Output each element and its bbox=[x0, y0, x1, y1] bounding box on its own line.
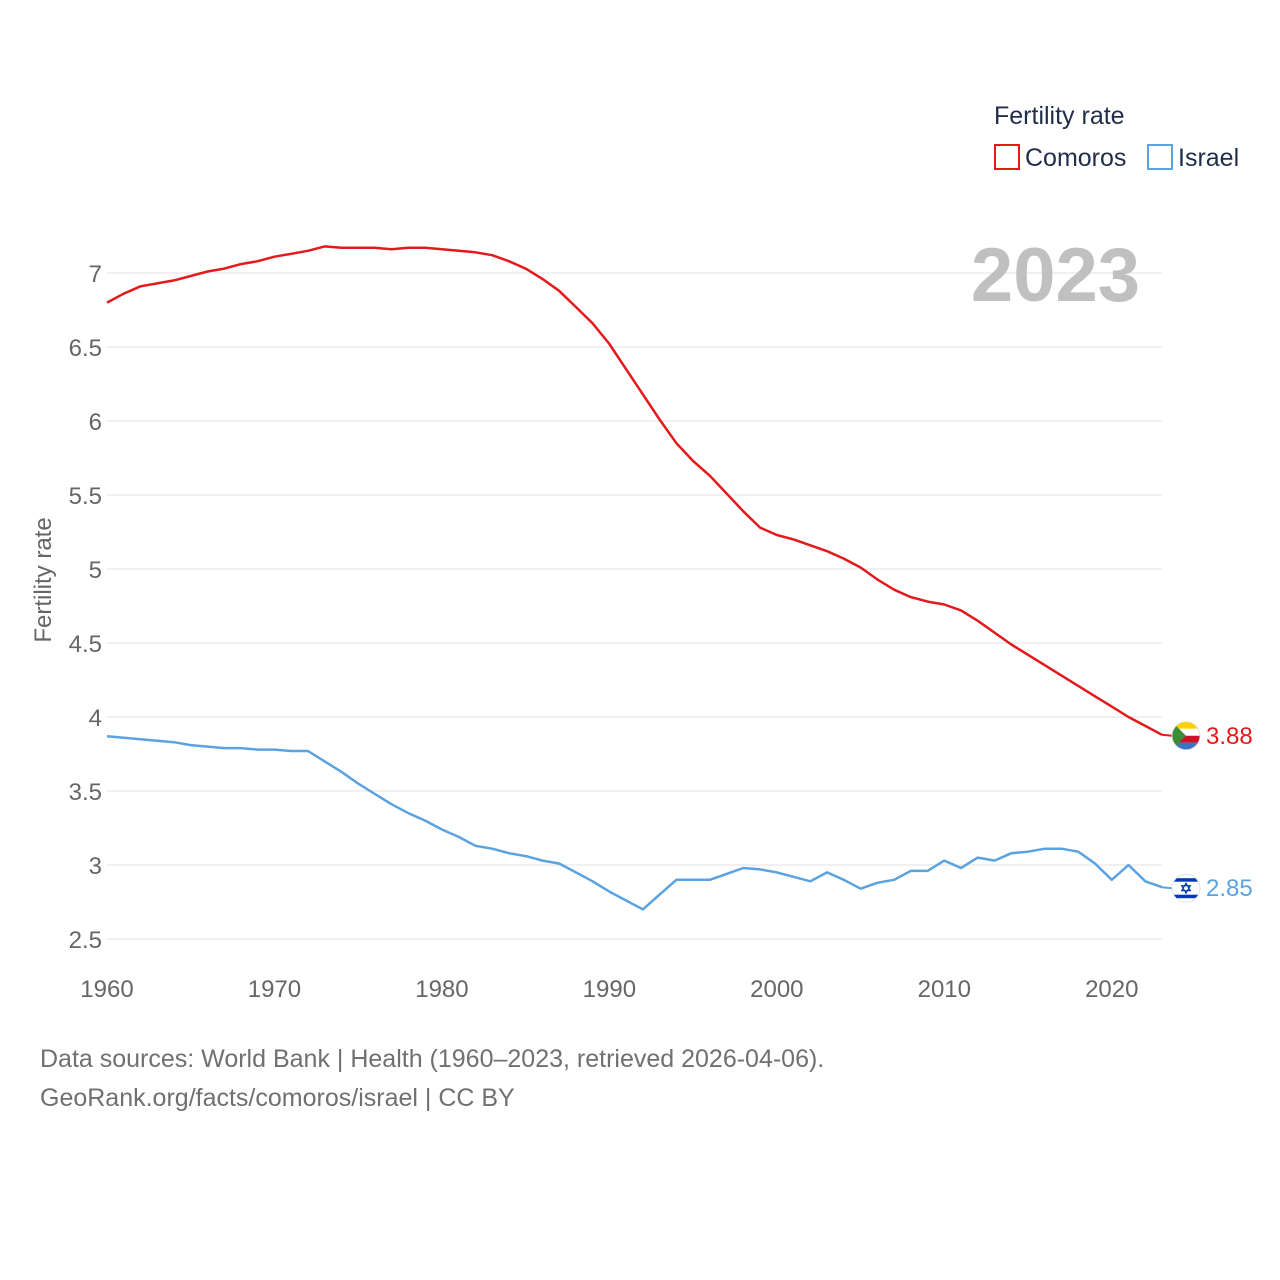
legend-swatch-israel bbox=[1147, 144, 1173, 170]
y-tick-label: 3 bbox=[89, 853, 102, 880]
y-tick-label: 7 bbox=[89, 261, 102, 288]
x-tick-label: 1960 bbox=[80, 976, 133, 1003]
israel-flag-icon bbox=[1171, 873, 1201, 903]
end-markers: 3.88 2.85 bbox=[1161, 721, 1253, 903]
x-tick-label: 2010 bbox=[918, 976, 971, 1003]
x-tick-label: 1970 bbox=[248, 976, 301, 1003]
y-tick-label: 2.5 bbox=[69, 927, 102, 954]
y-tick-label: 3.5 bbox=[69, 779, 102, 806]
y-tick-label: 6.5 bbox=[69, 335, 102, 362]
x-tick-label: 2020 bbox=[1085, 976, 1138, 1003]
legend: Fertility rate Comoros Israel bbox=[994, 102, 1239, 172]
x-tick-label: 2000 bbox=[750, 976, 803, 1003]
end-value-label-israel: 2.85 bbox=[1206, 875, 1253, 902]
x-axis-ticks: 1960 1970 1980 1990 2000 2010 2020 bbox=[80, 976, 1138, 1003]
series-line-israel bbox=[106, 734, 1163, 911]
y-tick-label: 5 bbox=[89, 557, 102, 584]
legend-label-comoros: Comoros bbox=[1025, 144, 1126, 172]
y-axis-label: Fertility rate bbox=[30, 517, 57, 642]
comoros-flag-icon bbox=[1171, 721, 1201, 751]
series-line-comoros bbox=[106, 245, 1163, 736]
x-tick-label: 1990 bbox=[583, 976, 636, 1003]
end-value-label-comoros: 3.88 bbox=[1206, 723, 1253, 750]
y-tick-label: 4.5 bbox=[69, 631, 102, 658]
footer-credit: GeoRank.org/facts/comoros/israel | CC BY bbox=[40, 1084, 515, 1112]
x-tick-label: 1980 bbox=[415, 976, 468, 1003]
y-tick-label: 5.5 bbox=[69, 483, 102, 510]
end-connector bbox=[1161, 886, 1173, 890]
legend-label-israel: Israel bbox=[1178, 144, 1239, 172]
y-tick-label: 6 bbox=[89, 409, 102, 436]
legend-swatch-comoros bbox=[994, 144, 1020, 170]
legend-title: Fertility rate bbox=[994, 102, 1125, 130]
grid bbox=[107, 272, 1162, 940]
footer-source: Data sources: World Bank | Health (1960–… bbox=[40, 1045, 825, 1073]
end-connector bbox=[1161, 733, 1173, 737]
y-axis-ticks: 2.5 3 3.5 4 4.5 5 5.5 6 6.5 7 bbox=[69, 261, 102, 954]
y-tick-label: 4 bbox=[89, 705, 102, 732]
series-lines bbox=[106, 245, 1163, 911]
year-label: 2023 bbox=[971, 233, 1140, 318]
